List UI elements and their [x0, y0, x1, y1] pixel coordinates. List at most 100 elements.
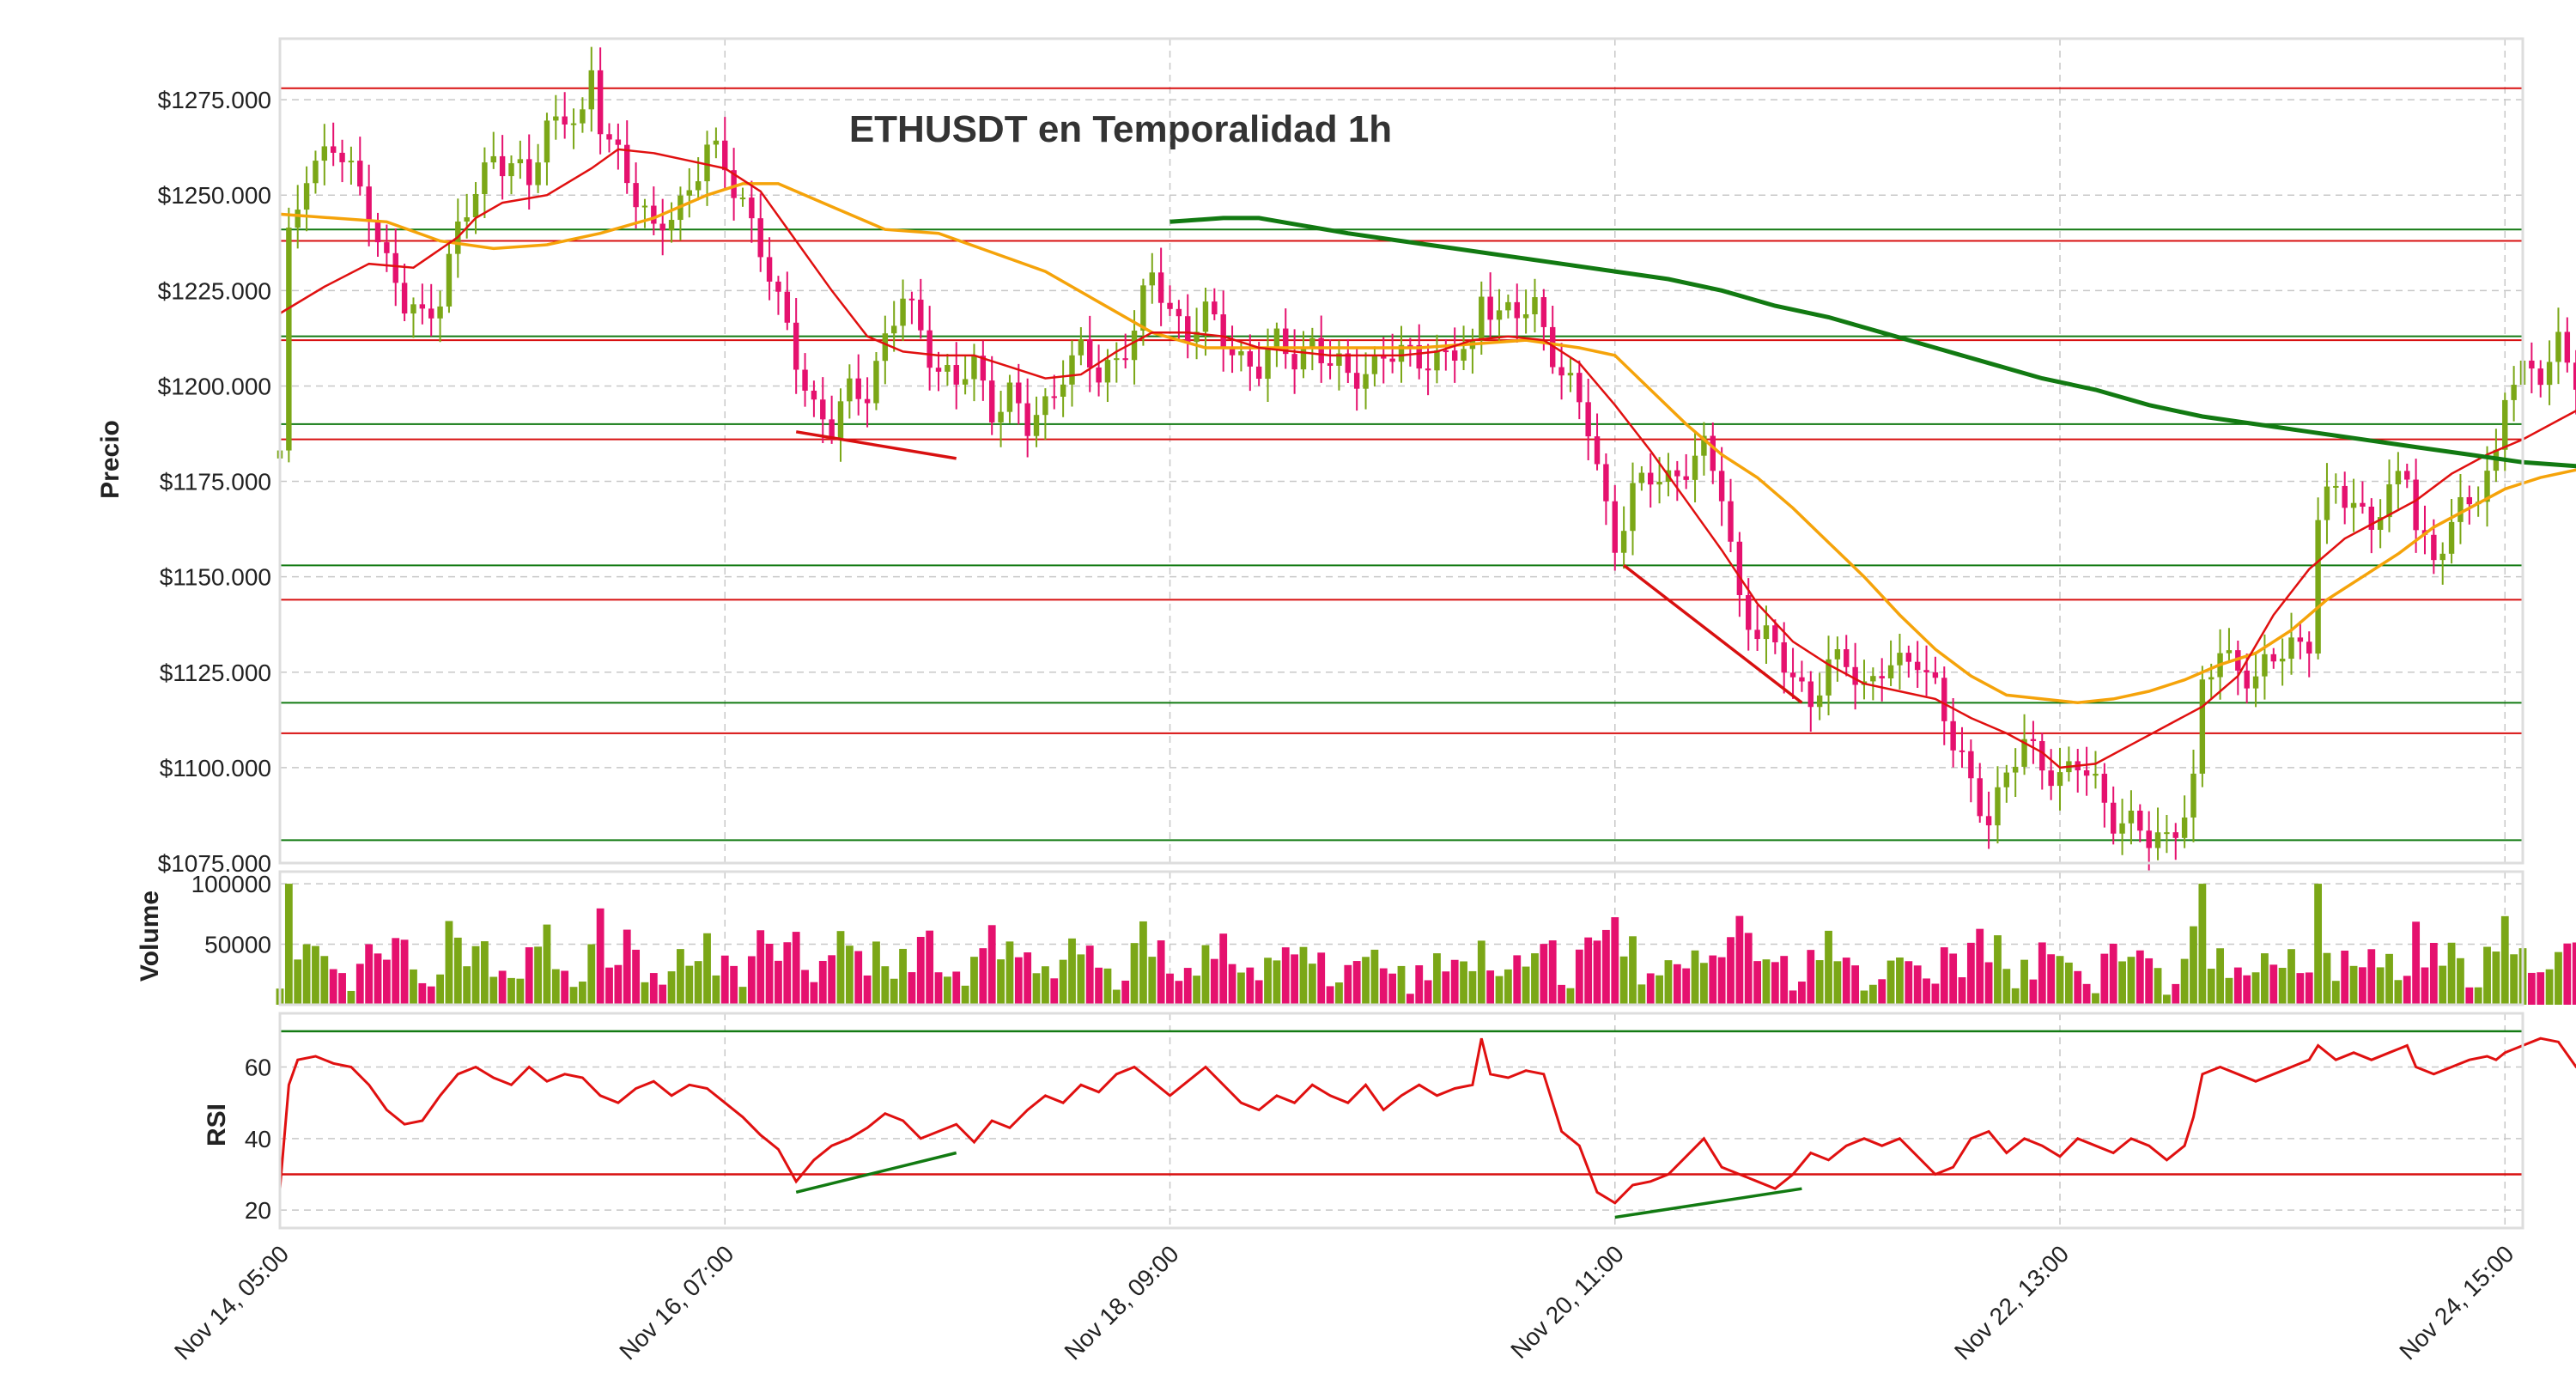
candle-body [2146, 830, 2152, 848]
volume-bar [312, 945, 319, 1005]
candle-body [2555, 331, 2561, 362]
candle-body [2244, 670, 2250, 689]
volume-bar [694, 961, 702, 1005]
volume-bar [453, 937, 462, 1005]
candle-body [2101, 774, 2108, 803]
candle-body [588, 70, 594, 110]
volume-bar [2020, 959, 2028, 1005]
candle-body [695, 181, 702, 191]
candle-body [419, 304, 426, 309]
candle-body [713, 140, 720, 145]
candle-body [1577, 373, 1583, 403]
candle-body [606, 134, 612, 140]
candle-body [2537, 368, 2543, 386]
candle-body [330, 146, 337, 153]
candle-body [847, 378, 853, 402]
candle-body [1479, 296, 1485, 341]
volume-bar [2092, 993, 2099, 1005]
candle-body [2404, 471, 2410, 480]
volume-bar [2349, 965, 2358, 1005]
rsi-divergence-trendline [1614, 1187, 1802, 1219]
volume-bar [1691, 950, 1699, 1005]
volume-bar [1522, 966, 1530, 1005]
price-tick-label: $1275.000 [158, 87, 271, 113]
candle-body [1816, 695, 1823, 708]
volume-bar [480, 941, 489, 1005]
volume-bar [1789, 990, 1797, 1005]
candle-body [1033, 415, 1040, 436]
volume-bar [916, 936, 925, 1005]
volume-bar [685, 965, 694, 1005]
volume-bar [1121, 980, 1130, 1005]
candle-body [971, 356, 977, 380]
candle-body [1096, 367, 1102, 383]
volume-bar [1166, 973, 1174, 1005]
candle-body [641, 205, 648, 208]
volume-bar [943, 976, 951, 1005]
candle-body [2395, 471, 2402, 484]
candle-body [428, 308, 434, 319]
volume-bar [720, 955, 729, 1005]
volume-bar [738, 987, 747, 1005]
volume-bar [1130, 943, 1139, 1005]
candle-body [1416, 344, 1422, 369]
candle-body [1238, 351, 1244, 356]
candle-body [1852, 666, 1858, 685]
candle-body [1648, 472, 1654, 485]
volume-bar [2180, 958, 2189, 1005]
volume-bar [1291, 954, 1299, 1005]
volume-bar [1940, 947, 1948, 1005]
candle-body [1941, 678, 1947, 721]
candle-body [2093, 774, 2099, 776]
volume-bar [1709, 955, 1717, 1005]
volume-bar [1281, 947, 1290, 1005]
price-axis-label: Precio [96, 420, 125, 499]
candle-body [1202, 301, 1209, 332]
candle-body [1255, 366, 1262, 380]
candle-body [1995, 787, 2001, 826]
candle-body [410, 304, 416, 314]
volume-bar [2447, 942, 2456, 1005]
volume-bar [2064, 962, 2073, 1005]
volume-bar [463, 966, 471, 1005]
volume-bar [1513, 955, 1522, 1005]
sma-mid-line [279, 182, 2576, 705]
candle-body [633, 183, 639, 208]
volume-bar [1442, 971, 1450, 1005]
candle-body [1558, 367, 1564, 376]
volume-bar [1406, 994, 1414, 1005]
volume-bar [1433, 953, 1441, 1005]
candle-body [953, 365, 959, 385]
volume-bar [2278, 968, 2287, 1005]
candle-body [1914, 661, 1921, 671]
volume-bar [1923, 978, 1930, 1005]
volume-bar [2154, 968, 2162, 1005]
candle-body [855, 378, 861, 399]
volume-bar [2323, 952, 2331, 1005]
candle-body [1327, 362, 1334, 366]
candle-body [1167, 302, 1173, 309]
candle-body [339, 152, 345, 162]
volume-bar [1335, 982, 1343, 1005]
volume-bar [2572, 942, 2576, 1005]
candle-body [1763, 625, 1770, 640]
candle-body [1300, 347, 1307, 370]
volume-bar [712, 975, 720, 1005]
candle-body [2573, 362, 2576, 390]
candle-body [303, 183, 310, 210]
volume-bar [516, 978, 525, 1005]
candle-body [1540, 297, 1547, 327]
candle-body [366, 186, 372, 222]
candle-body [962, 379, 969, 385]
volume-bar [1450, 959, 1459, 1005]
volume-bar [2305, 972, 2313, 1005]
volume-bar [801, 970, 809, 1005]
volume-bar [2421, 967, 2429, 1005]
candle-body [1212, 301, 1218, 315]
candle-body [1149, 272, 1155, 286]
candle-body [526, 159, 532, 185]
candle-body [570, 123, 577, 125]
sma-fast-line [279, 148, 2576, 769]
volume-bar [1246, 967, 1255, 1005]
candle-body [775, 281, 781, 292]
